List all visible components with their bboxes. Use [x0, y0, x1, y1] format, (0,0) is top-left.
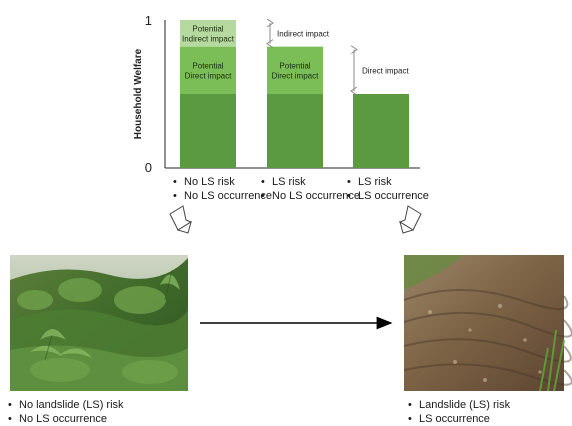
- left-photo-caption-line: No landslide (LS) risk: [8, 398, 124, 412]
- landslide-slope-photo: [403, 255, 572, 392]
- left-pointer-arrow: [169, 205, 193, 234]
- vegetated-hillside-photo: [10, 255, 188, 391]
- category-label-line: No LS occurrence: [261, 189, 360, 203]
- right-photo-caption-line: Landslide (LS) risk: [408, 398, 510, 412]
- right-photo-caption-line: LS occurrence: [408, 412, 510, 426]
- bar-3-segment-1: [353, 94, 409, 168]
- right-photo-caption: Landslide (LS) risk LS occurrence: [408, 398, 510, 426]
- bar-1-segment-3: [180, 20, 236, 47]
- y-tick-label-0: 0: [145, 160, 152, 175]
- bar-1-segment-2-label: Potential: [192, 61, 223, 70]
- bar-2-segment-2-label: Direct impact: [272, 71, 319, 80]
- impact-arrow-2-label: Direct impact: [362, 66, 409, 75]
- bar-1-segment-1: [180, 94, 236, 168]
- category-labels-no-risk: No LS risk No LS occurrence: [173, 175, 272, 203]
- category-labels-risk-occurrence: LS risk LS occurrence: [347, 175, 429, 203]
- category-label-line: LS risk: [347, 175, 429, 189]
- left-photo-caption-line: No LS occurrence: [8, 412, 124, 426]
- y-tick-label-1: 1: [145, 13, 152, 28]
- category-label-line: LS occurrence: [347, 189, 429, 203]
- bar-1-segment-3-label: Potential: [192, 24, 223, 33]
- bar-2-segment-2: [267, 46, 323, 94]
- category-label-line: No LS risk: [173, 175, 272, 189]
- category-label-line: LS risk: [261, 175, 360, 189]
- left-photo-caption: No landslide (LS) risk No LS occurrence: [8, 398, 124, 426]
- category-labels-risk-no-occurrence: LS risk No LS occurrence: [261, 175, 360, 203]
- bar-1-segment-3-label: Indirect impact: [182, 34, 235, 43]
- bar-2-segment-2-label: Potential: [279, 61, 310, 70]
- category-label-line: No LS occurrence: [173, 189, 272, 203]
- impact-arrow-1-label: Indirect impact: [277, 29, 330, 38]
- impact-annotations: Indirect impact Direct impact: [270, 23, 409, 91]
- right-pointer-arrow: [398, 205, 422, 234]
- bar-2-segment-1: [267, 94, 323, 168]
- bar-1-segment-2: [180, 46, 236, 94]
- y-axis-title: Household Welfare: [133, 48, 144, 139]
- bar-1-segment-2-label: Direct impact: [185, 71, 232, 80]
